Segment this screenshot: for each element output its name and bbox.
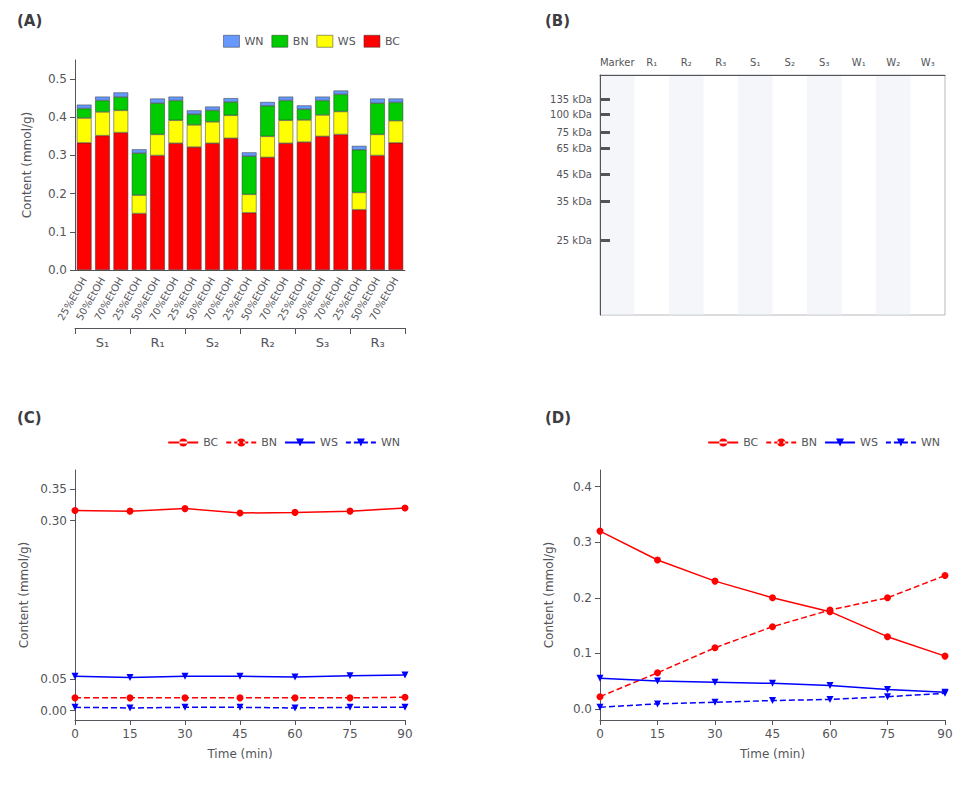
svg-text:Content (mmol/g): Content (mmol/g) <box>20 112 34 219</box>
svg-text:0: 0 <box>596 727 604 741</box>
svg-text:WN: WN <box>921 436 940 449</box>
svg-text:WS: WS <box>860 436 878 449</box>
svg-text:BC: BC <box>743 436 758 449</box>
svg-text:0.0: 0.0 <box>573 702 592 716</box>
svg-text:0.05: 0.05 <box>40 672 67 686</box>
svg-text:15: 15 <box>650 727 665 741</box>
svg-text:50%EtOH: 50%EtOH <box>238 275 273 323</box>
svg-text:70%EtOH: 70%EtOH <box>202 275 236 323</box>
svg-text:WN: WN <box>244 35 263 48</box>
svg-text:135 kDa: 135 kDa <box>550 94 592 105</box>
svg-text:60: 60 <box>287 727 302 741</box>
svg-text:30: 30 <box>707 727 722 741</box>
svg-text:35 kDa: 35 kDa <box>556 196 592 207</box>
svg-text:50%EtOH: 50%EtOH <box>293 275 328 323</box>
svg-text:90: 90 <box>397 727 412 741</box>
svg-text:25%EtOH: 25%EtOH <box>220 275 254 323</box>
svg-text:70%EtOH: 70%EtOH <box>312 275 346 323</box>
svg-text:BC: BC <box>385 35 400 48</box>
svg-text:25%EtOH: 25%EtOH <box>110 275 144 323</box>
svg-text:0.5: 0.5 <box>48 72 67 86</box>
svg-text:75: 75 <box>880 727 895 741</box>
svg-text:0.2: 0.2 <box>48 187 67 201</box>
svg-text:0.00: 0.00 <box>40 704 67 718</box>
svg-text:Time (min): Time (min) <box>206 747 272 761</box>
svg-text:BN: BN <box>293 35 309 48</box>
svg-text:15: 15 <box>122 727 137 741</box>
svg-text:Marker: Marker <box>600 57 635 68</box>
svg-text:(D): (D) <box>545 409 571 427</box>
svg-text:Content (mmol/g): Content (mmol/g) <box>17 542 31 649</box>
svg-text:0.1: 0.1 <box>573 646 592 660</box>
svg-text:R₂: R₂ <box>681 57 692 68</box>
svg-text:75 kDa: 75 kDa <box>556 127 592 138</box>
svg-text:S₁: S₁ <box>750 57 760 68</box>
svg-text:0.4: 0.4 <box>48 110 67 124</box>
svg-text:25 kDa: 25 kDa <box>556 235 592 246</box>
svg-text:Content (mmol/g): Content (mmol/g) <box>542 542 556 649</box>
svg-text:WS: WS <box>338 35 356 48</box>
svg-text:0.3: 0.3 <box>573 535 592 549</box>
svg-text:75: 75 <box>342 727 357 741</box>
svg-text:BN: BN <box>261 436 277 449</box>
svg-text:70%EtOH: 70%EtOH <box>367 275 400 322</box>
svg-text:60: 60 <box>822 727 837 741</box>
svg-text:S₁: S₁ <box>96 335 109 350</box>
svg-text:65 kDa: 65 kDa <box>556 143 592 154</box>
svg-text:25%EtOH: 25%EtOH <box>330 275 364 323</box>
svg-text:0.3: 0.3 <box>48 148 67 162</box>
svg-text:50%EtOH: 50%EtOH <box>183 275 218 323</box>
svg-text:W₁: W₁ <box>852 57 866 68</box>
svg-text:R₁: R₁ <box>150 335 164 350</box>
svg-text:100 kDa: 100 kDa <box>550 109 592 120</box>
svg-text:WS: WS <box>320 436 338 449</box>
svg-text:25%EtOH: 25%EtOH <box>275 275 309 323</box>
svg-text:W₂: W₂ <box>886 57 900 68</box>
svg-text:(B): (B) <box>545 12 570 30</box>
svg-text:S₃: S₃ <box>819 57 829 68</box>
svg-text:25%EtOH: 25%EtOH <box>55 275 89 323</box>
svg-text:(A): (A) <box>17 12 42 30</box>
svg-text:W₃: W₃ <box>921 57 935 68</box>
svg-text:R₂: R₂ <box>260 335 274 350</box>
svg-text:30: 30 <box>177 727 192 741</box>
svg-text:R₁: R₁ <box>646 57 657 68</box>
svg-text:25%EtOH: 25%EtOH <box>165 275 199 323</box>
svg-text:S₂: S₂ <box>206 335 219 350</box>
svg-text:0.30: 0.30 <box>40 514 67 528</box>
svg-text:R₃: R₃ <box>715 57 726 68</box>
svg-text:0.35: 0.35 <box>40 482 67 496</box>
svg-text:S₂: S₂ <box>785 57 795 68</box>
svg-text:0: 0 <box>71 727 79 741</box>
svg-text:BN: BN <box>801 436 817 449</box>
svg-text:R₃: R₃ <box>370 335 384 350</box>
svg-text:(C): (C) <box>17 409 42 427</box>
svg-text:WN: WN <box>381 436 400 449</box>
svg-text:0.2: 0.2 <box>573 591 592 605</box>
svg-text:45: 45 <box>232 727 247 741</box>
svg-text:50%EtOH: 50%EtOH <box>73 275 108 323</box>
svg-text:90: 90 <box>937 727 952 741</box>
svg-text:50%EtOH: 50%EtOH <box>348 275 383 323</box>
svg-text:70%EtOH: 70%EtOH <box>147 275 181 323</box>
svg-text:Time (min): Time (min) <box>739 747 805 761</box>
svg-text:S₃: S₃ <box>316 335 329 350</box>
svg-text:0.4: 0.4 <box>573 480 592 494</box>
svg-text:70%EtOH: 70%EtOH <box>257 275 291 323</box>
svg-text:45: 45 <box>765 727 780 741</box>
svg-text:70%EtOH: 70%EtOH <box>92 275 126 323</box>
svg-text:0.1: 0.1 <box>48 225 67 239</box>
svg-text:0.0: 0.0 <box>48 263 67 277</box>
svg-text:50%EtOH: 50%EtOH <box>128 275 163 323</box>
svg-text:BC: BC <box>203 436 218 449</box>
svg-text:45 kDa: 45 kDa <box>556 169 592 180</box>
